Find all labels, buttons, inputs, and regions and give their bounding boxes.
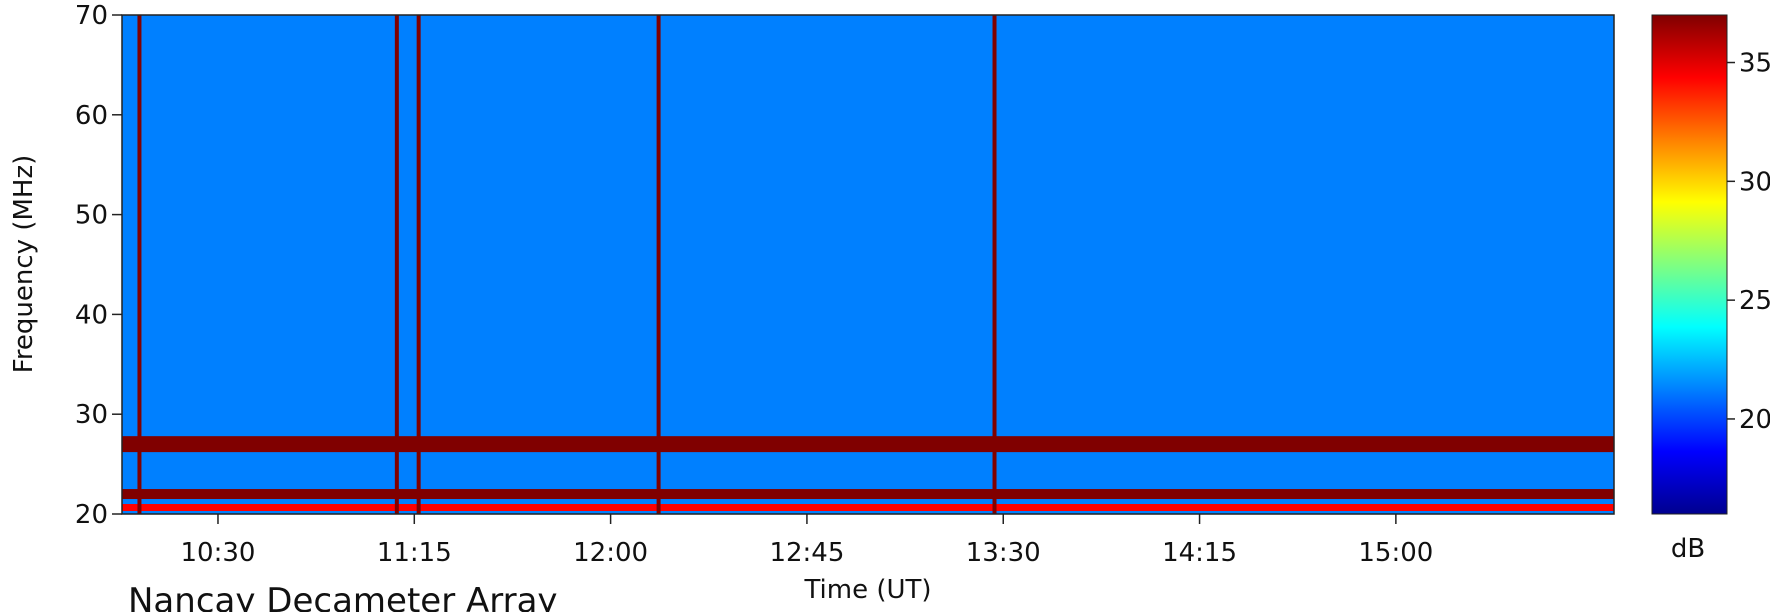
x-tick-label: 14:15 [1162, 538, 1237, 568]
x-tick-label: 15:00 [1358, 538, 1433, 568]
spectrogram-features [122, 15, 1614, 514]
interference-band [122, 489, 1614, 500]
instrument-label: Nancay Decameter Array [128, 581, 558, 612]
x-axis-title: Time (UT) [803, 575, 931, 605]
colorbar-axis: 20 25 30 35 [1727, 49, 1770, 435]
spectrogram-plot-area [122, 15, 1614, 514]
y-tick-label: 40 [75, 300, 108, 330]
colorbar [1651, 14, 1728, 515]
interference-band [122, 504, 1614, 512]
colorbar-tick-label: 35 [1739, 49, 1770, 79]
y-tick-label: 50 [75, 201, 108, 231]
x-tick-label: 10:30 [181, 538, 256, 568]
x-tick-label: 13:30 [966, 538, 1041, 568]
colorbar-tick-label: 30 [1739, 167, 1770, 197]
colorbar-tick-label: 25 [1739, 286, 1770, 316]
colorbar-tick-label: 20 [1739, 405, 1770, 435]
interference-band [122, 436, 1614, 453]
x-tick-label: 12:45 [769, 538, 844, 568]
y-tick-label: 30 [75, 400, 108, 430]
spectrogram-background [122, 15, 1614, 514]
colorbar-label: dB [1671, 534, 1705, 564]
y-tick-label: 20 [75, 500, 108, 530]
y-axis-title: Frequency (MHz) [9, 155, 39, 374]
plot-frame [121, 14, 1615, 515]
x-axis: 10:30 11:15 12:00 12:45 13:30 14:15 15:00 [181, 514, 1433, 568]
x-tick-label: 11:15 [377, 538, 452, 568]
y-tick-label: 60 [75, 101, 108, 131]
y-axis: 20 30 40 50 60 70 [75, 1, 122, 530]
y-tick-label: 70 [75, 1, 108, 31]
x-tick-label: 12:00 [573, 538, 648, 568]
